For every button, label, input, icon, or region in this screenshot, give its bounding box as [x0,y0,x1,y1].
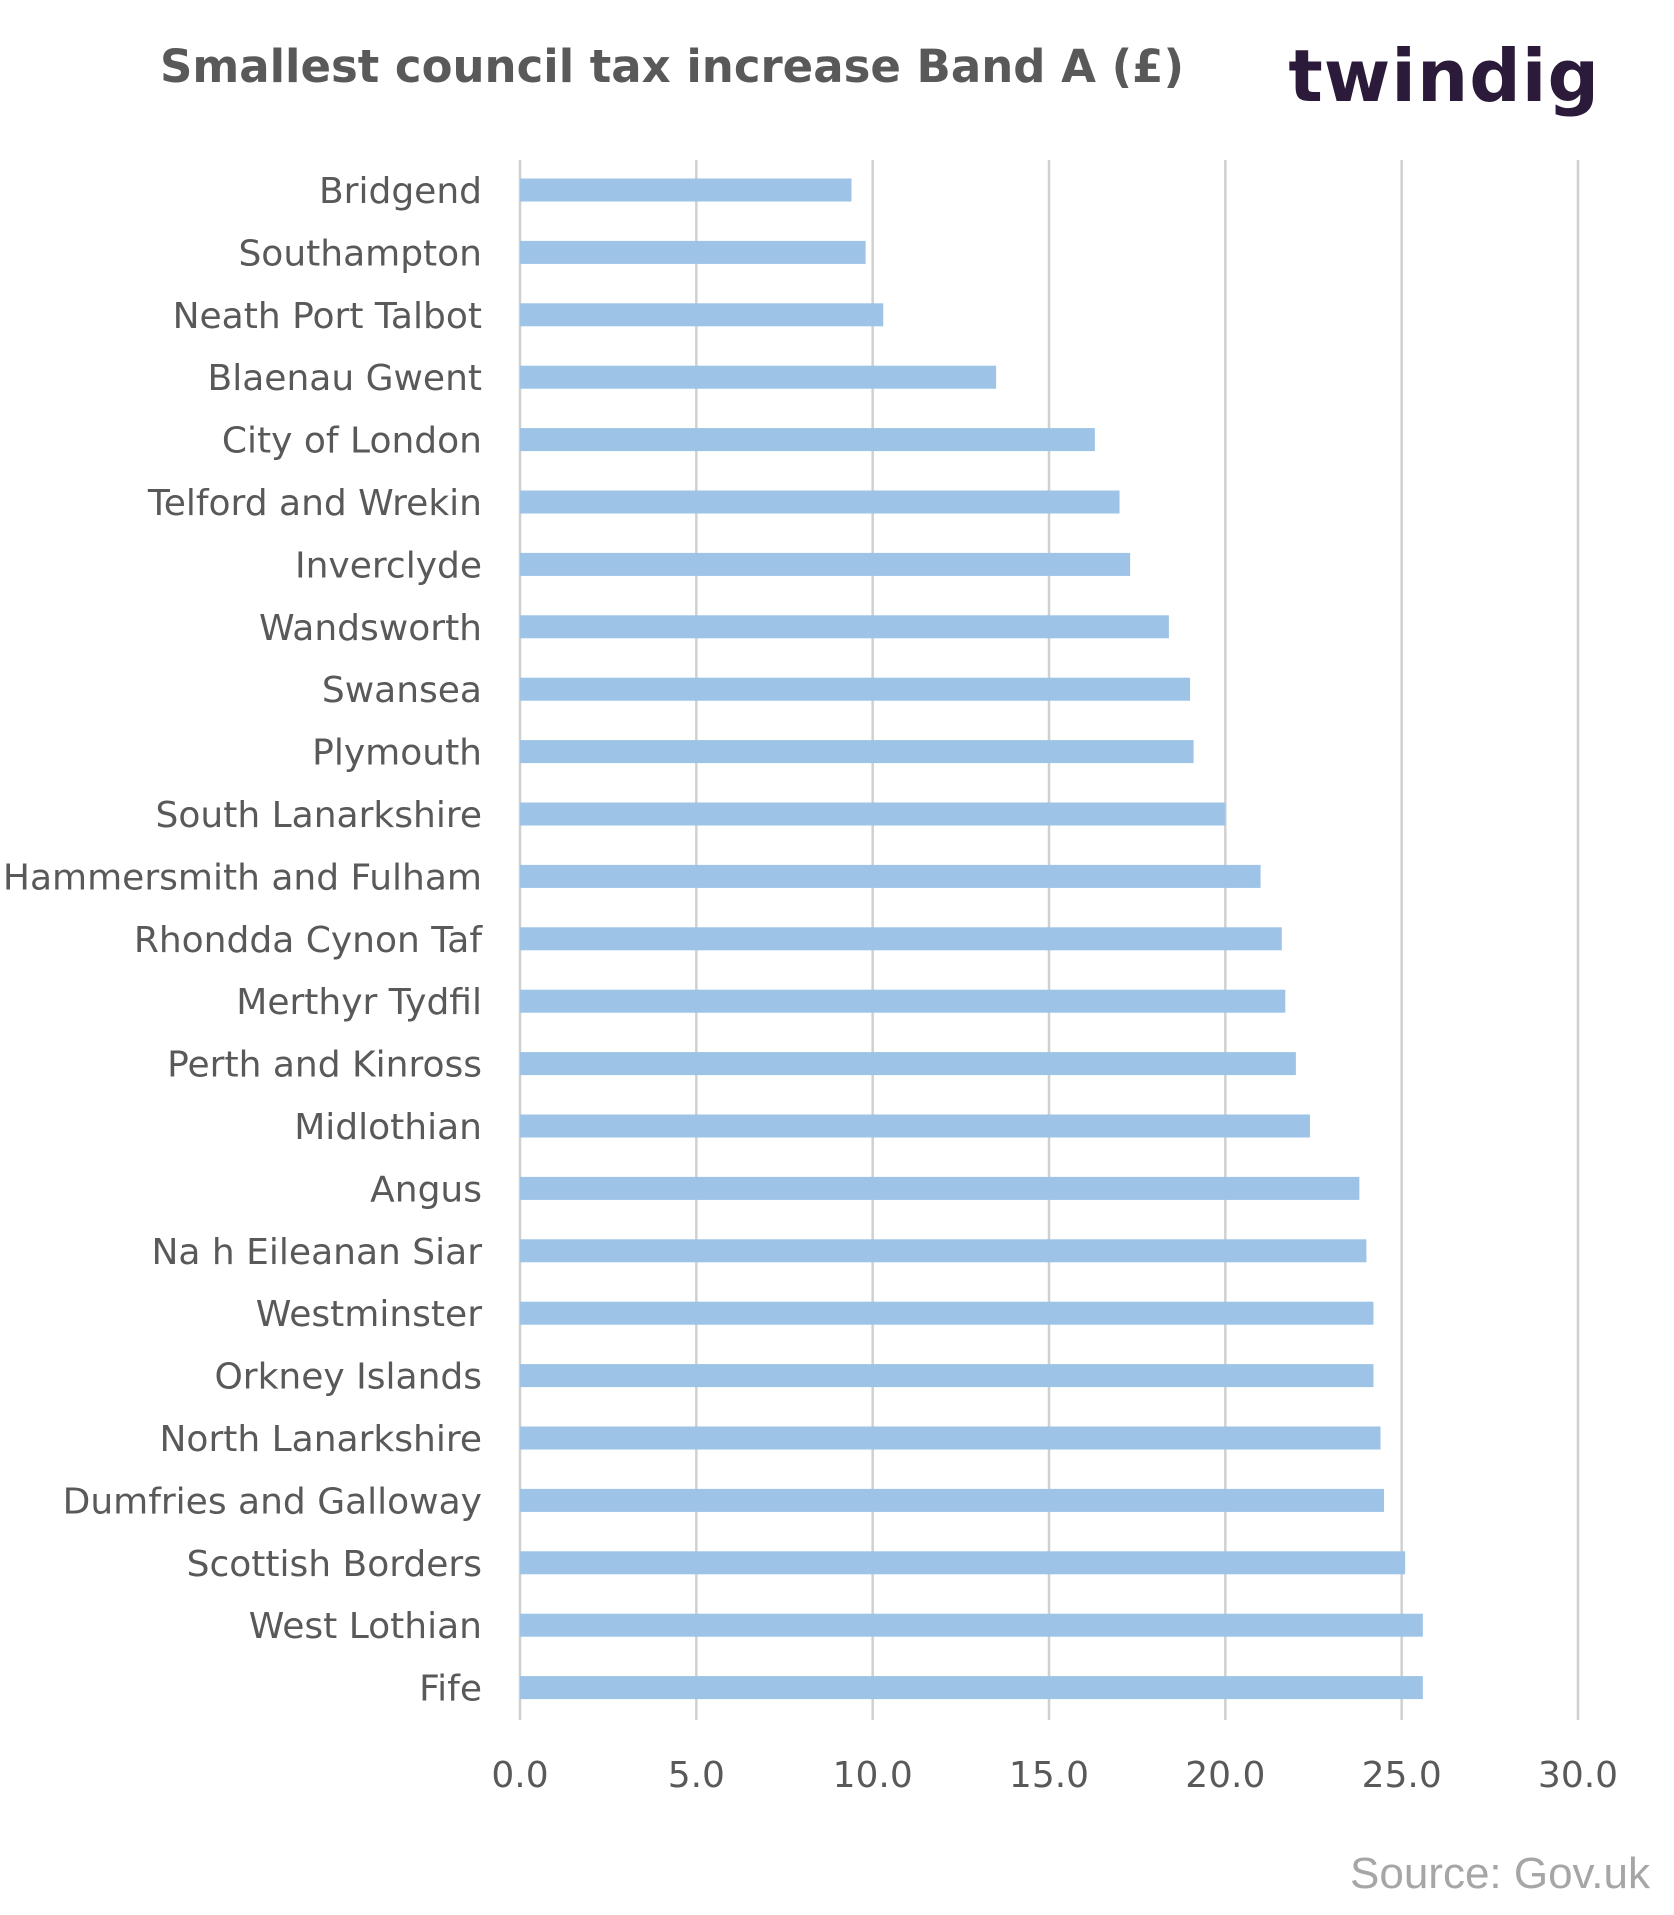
x-tick-label: 0.0 [491,1755,548,1796]
category-label: Westminster [256,1294,482,1335]
category-label: Scottish Borders [187,1544,482,1585]
bar [520,1613,1423,1637]
category-label: Na h Eileanan Siar [151,1232,482,1273]
category-label: Angus [370,1169,482,1210]
bar [520,1176,1360,1200]
x-tick-label: 10.0 [833,1755,913,1796]
bar [520,1488,1385,1512]
category-label: Midlothian [294,1107,482,1148]
bar [520,1364,1374,1388]
bar [520,677,1191,701]
category-label: Blaenau Gwent [208,358,482,399]
category-label: Rhondda Cynon Taf [134,920,484,961]
category-label: Wandsworth [259,608,482,649]
x-tick-label: 5.0 [668,1755,725,1796]
chart-title: Smallest council tax increase Band A (£) [159,40,1185,93]
bar [520,989,1286,1013]
x-tick-label: 20.0 [1185,1755,1265,1796]
x-tick-label: 15.0 [1009,1755,1089,1796]
category-label: Fife [419,1669,482,1710]
category-label: Telford and Wrekin [147,483,482,524]
bar [520,927,1282,951]
category-label: Inverclyde [295,545,482,586]
source-note: Source: Gov.uk [1350,1849,1650,1898]
category-label: Southampton [238,233,482,274]
x-tick-label: 25.0 [1362,1755,1442,1796]
bar [520,740,1194,764]
category-label: Perth and Kinross [167,1045,482,1086]
bar [520,864,1261,888]
category-label: Plymouth [312,733,482,774]
bar [520,1551,1406,1575]
bar [520,1301,1374,1325]
category-label: Merthyr Tydfil [236,982,482,1023]
bar [520,1052,1296,1076]
category-label: City of London [222,421,482,462]
category-label: South Lanarkshire [156,795,482,836]
category-label: Dumfries and Galloway [63,1481,482,1522]
category-label: Neath Port Talbot [173,296,482,337]
x-tick-label: 30.0 [1538,1755,1618,1796]
bar [520,178,852,202]
category-label: Bridgend [319,171,482,212]
category-label: Orkney Islands [214,1357,482,1398]
logo-text: twindig [1288,34,1600,118]
bar [520,552,1131,576]
category-label: Hammersmith and Fulham [3,857,482,898]
category-label: West Lothian [249,1606,482,1647]
twindig-logo: twindig [1288,34,1600,118]
bar [520,615,1169,639]
bar [520,1426,1381,1450]
bar [520,1239,1367,1263]
bar [520,1114,1310,1138]
bar [520,303,884,327]
bar [520,490,1120,514]
bar [520,365,997,389]
category-label: Swansea [322,670,482,711]
bar [520,240,866,264]
bar [520,802,1226,826]
category-label: North Lanarkshire [159,1419,482,1460]
bar [520,428,1095,452]
bar [520,1676,1423,1700]
